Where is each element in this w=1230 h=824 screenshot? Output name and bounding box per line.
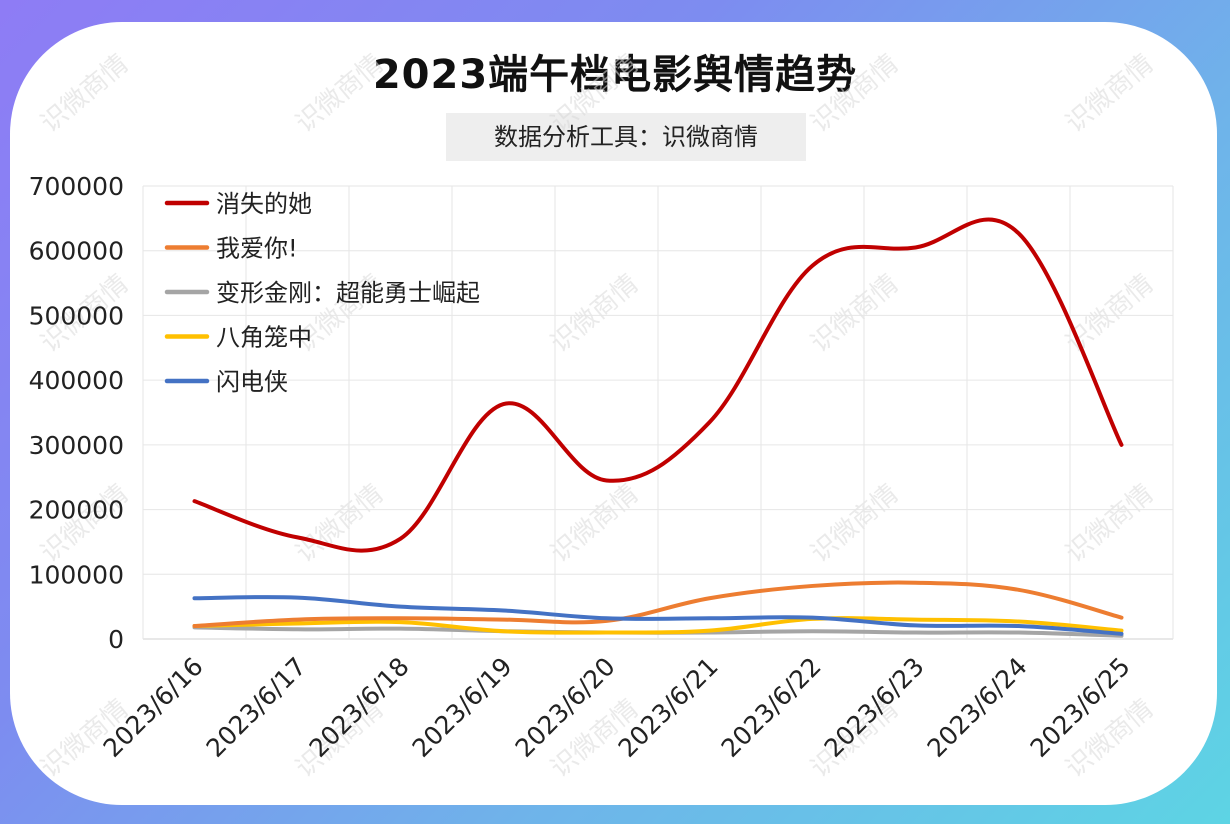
y-tick-label: 200000 — [29, 496, 124, 525]
y-tick-label: 300000 — [29, 431, 124, 460]
series-line — [192, 217, 1124, 553]
x-tick-label: 2023/6/23 — [819, 652, 930, 763]
watermark-text: 识微商情 — [805, 269, 904, 359]
series-line — [192, 595, 1124, 636]
legend-label: 变形金刚：超能勇士崛起 — [216, 279, 480, 307]
y-tick-label: 700000 — [29, 172, 124, 201]
watermark-text: 识微商情 — [545, 479, 644, 569]
legend-label: 我爱你! — [216, 235, 298, 263]
watermark-text: 识微商情 — [35, 49, 134, 139]
watermark-text: 识微商情 — [1060, 269, 1159, 359]
x-tick-label: 2023/6/17 — [201, 652, 312, 763]
x-tick-label: 2023/6/18 — [304, 652, 415, 763]
y-tick-label: 0 — [108, 625, 124, 654]
watermark-text: 识微商情 — [545, 269, 644, 359]
series-line — [192, 616, 1124, 635]
y-tick-label: 600000 — [29, 237, 124, 266]
watermark-text: 识微商情 — [290, 479, 389, 569]
chart-title: 2023端午档电影舆情趋势 — [372, 52, 858, 98]
watermark-text: 识微商情 — [805, 49, 904, 139]
legend-label: 闪电侠 — [216, 368, 288, 396]
x-tick-label: 2023/6/22 — [716, 652, 827, 763]
x-tick-label: 2023/6/19 — [407, 652, 518, 763]
y-tick-label: 500000 — [29, 301, 124, 330]
y-tick-label: 100000 — [29, 560, 124, 589]
watermark-text: 识微商情 — [805, 479, 904, 569]
legend-label: 八角笼中 — [216, 324, 312, 352]
series-line — [192, 580, 1124, 629]
watermark-text: 识微商情 — [1060, 49, 1159, 139]
chart-subtitle: 数据分析工具：识微商情 — [446, 113, 806, 161]
grid-lines — [142, 185, 1174, 640]
watermark-text: 识微商情 — [545, 49, 644, 139]
y-axis: 0 100000 200000 300000 400000 500000 600000 700… — [29, 172, 124, 654]
watermark-text: 识微商情 — [290, 49, 389, 139]
legend-label: 消失的她 — [216, 190, 312, 218]
series-lines — [192, 217, 1124, 638]
y-tick-label: 400000 — [29, 366, 124, 395]
watermark-text: 识微商情 — [1060, 479, 1159, 569]
x-tick-label: 2023/6/24 — [922, 652, 1033, 763]
